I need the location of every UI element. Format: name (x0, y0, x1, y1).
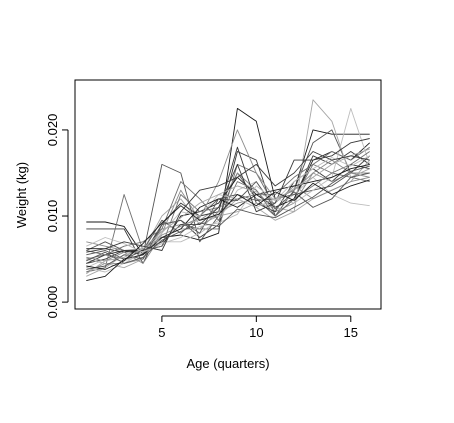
series-layer (86, 99, 371, 282)
x-tick-label: 15 (344, 325, 358, 340)
series-line (86, 176, 370, 251)
x-tick-label: 10 (249, 325, 263, 340)
y-axis-label: Weight (kg) (14, 162, 29, 228)
y-tick-label: 0.020 (45, 114, 60, 147)
axes-layer: 5 10 15 0.000 0.010 0.020 (45, 114, 358, 340)
x-axis-label: Age (quarters) (186, 356, 269, 371)
series-line (86, 165, 370, 264)
series-line (86, 151, 370, 253)
series-line (86, 172, 370, 270)
y-tick-label: 0.010 (45, 200, 60, 233)
series-line (86, 107, 370, 256)
x-tick-label: 5 (158, 325, 165, 340)
series-line (86, 99, 370, 269)
series-line (86, 148, 370, 275)
y-tick-label: 0.000 (45, 286, 60, 319)
series-line (86, 179, 370, 270)
series-line (86, 151, 370, 264)
plot-frame (74, 79, 382, 310)
series-line (86, 155, 370, 253)
series-line (86, 129, 370, 264)
series-line (86, 138, 370, 264)
